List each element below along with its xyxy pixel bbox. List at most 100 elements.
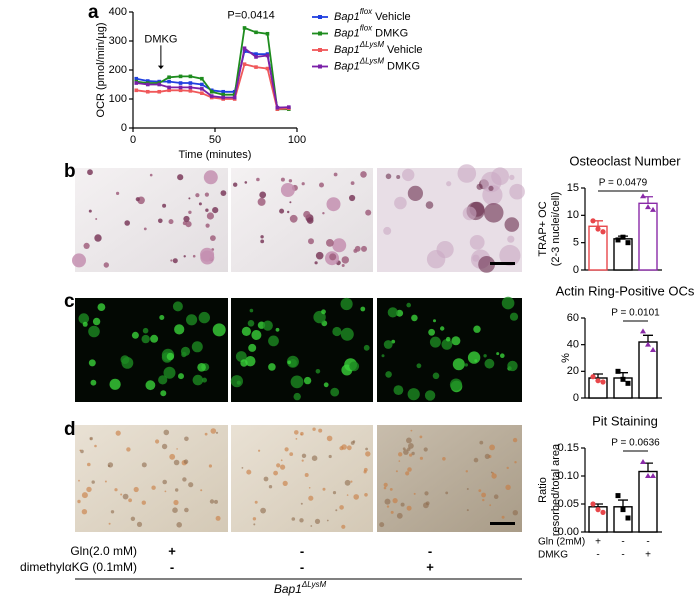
cell: [178, 373, 184, 380]
cell: [491, 167, 509, 186]
cell: [329, 253, 337, 261]
cell: [150, 334, 159, 343]
y-tick-label: 5: [573, 237, 579, 249]
cell: [340, 327, 354, 341]
cell: [383, 482, 388, 487]
cell: [103, 262, 110, 268]
row-sign: -: [621, 537, 624, 548]
cell: [198, 202, 202, 206]
legend-allele: flox: [360, 24, 373, 33]
cell: [315, 369, 321, 374]
series-line: [136, 63, 289, 111]
data-point: [645, 473, 651, 478]
cell: [260, 235, 264, 239]
cell: [308, 238, 314, 245]
row-sign: -: [596, 550, 599, 561]
p-value: P = 0.0101: [611, 308, 660, 319]
cell: [245, 356, 256, 367]
data-point: [640, 328, 646, 334]
error-bar: [593, 373, 603, 378]
cell: [389, 488, 393, 491]
cell: [168, 219, 174, 225]
cell: [398, 460, 401, 462]
cell: [289, 201, 292, 204]
point: [188, 89, 193, 93]
point: [209, 94, 214, 98]
cell: [398, 452, 403, 457]
point: [178, 85, 183, 90]
point: [145, 82, 150, 87]
cell: [432, 372, 440, 380]
cell: [303, 376, 312, 385]
bar: [638, 470, 658, 533]
cell: [246, 469, 252, 475]
cell: [288, 179, 293, 183]
x-tick-label: 50: [209, 134, 221, 146]
cell: [209, 499, 215, 504]
data-point: [650, 473, 656, 478]
cell: [286, 355, 299, 368]
cell: [353, 248, 358, 253]
cell: [164, 490, 167, 493]
cell: [384, 498, 391, 505]
cell: [273, 470, 278, 476]
cell: [268, 363, 276, 371]
allele: ΔLysM: [301, 580, 327, 589]
cell: [395, 470, 398, 473]
legend-treatment: DMKG: [387, 60, 420, 72]
cell: [346, 445, 352, 451]
cell: [205, 223, 210, 228]
panel-letter: d: [64, 419, 76, 440]
point: [254, 52, 258, 56]
cell: [104, 480, 107, 483]
cell: [241, 467, 244, 469]
legend-treatment: Vehicle: [387, 44, 422, 56]
cell: [344, 479, 351, 486]
cell: [479, 440, 484, 445]
cell: [314, 261, 318, 265]
cell: [303, 210, 311, 219]
treatment-label: Gln(2.0 mM): [70, 544, 137, 558]
p-value: P = 0.0479: [599, 178, 648, 189]
data-point: [595, 507, 601, 513]
cell: [383, 486, 387, 490]
cell: [200, 247, 215, 262]
cell: [77, 499, 81, 504]
legend-allele: ΔLysM: [359, 57, 385, 66]
point: [157, 82, 162, 87]
data-point: [615, 368, 621, 374]
y-tick-label: 10: [567, 209, 579, 221]
chart-title: Actin Ring-Positive OCs: [556, 283, 695, 298]
cell: [252, 517, 257, 521]
point: [200, 91, 204, 95]
cell: [212, 323, 226, 337]
cell: [169, 453, 176, 460]
cell: [383, 340, 393, 349]
data-point: [620, 507, 626, 513]
cell: [163, 429, 170, 436]
y-tick-label: 0.05: [558, 498, 579, 510]
cell: [393, 385, 404, 395]
cell: [183, 459, 189, 465]
cell: [509, 183, 525, 200]
data-point: [600, 229, 606, 235]
cell: [350, 441, 355, 445]
point: [188, 81, 193, 85]
point: [265, 31, 270, 36]
cell: [280, 177, 285, 182]
cell: [396, 175, 401, 179]
panel-letter: b: [64, 161, 76, 182]
cell: [295, 438, 298, 440]
cell: [260, 239, 265, 244]
legend-entry: Bap1ΔLysM Vehicle: [334, 40, 423, 56]
point: [254, 55, 258, 59]
cell: [158, 375, 168, 385]
cell: [326, 197, 341, 212]
point: [167, 79, 171, 84]
cell: [403, 449, 409, 455]
cell: [195, 193, 200, 198]
cell: [482, 498, 485, 502]
cell: [280, 183, 295, 197]
cell: [92, 317, 101, 326]
cell: [387, 307, 398, 318]
